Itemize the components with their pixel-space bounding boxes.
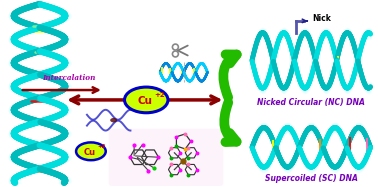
Text: Supercoiled (SC) DNA: Supercoiled (SC) DNA — [265, 174, 358, 183]
Text: Cu: Cu — [84, 148, 96, 157]
Text: Intercalation: Intercalation — [42, 74, 96, 82]
Text: Nicked Circular (NC) DNA: Nicked Circular (NC) DNA — [257, 98, 365, 107]
Ellipse shape — [76, 142, 106, 160]
Text: Cu: Cu — [138, 96, 153, 106]
Ellipse shape — [124, 87, 168, 113]
FancyBboxPatch shape — [109, 129, 223, 186]
Text: Nick: Nick — [312, 14, 331, 23]
Ellipse shape — [110, 118, 117, 122]
Text: +2: +2 — [98, 144, 106, 149]
Text: +2: +2 — [154, 92, 165, 98]
